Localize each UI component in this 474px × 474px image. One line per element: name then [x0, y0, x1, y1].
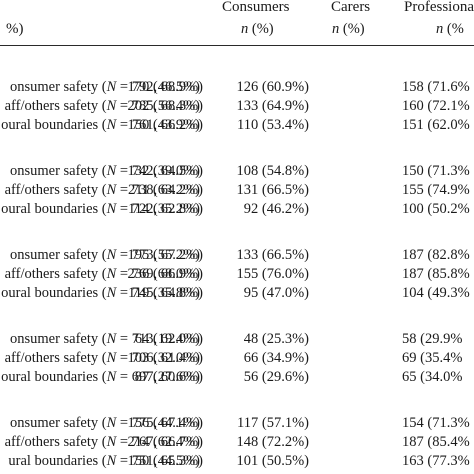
- cell-consumers: 170 (46.5%): [127, 79, 201, 95]
- row-label: aff/others safety (N = 769, 66.9%): [4, 266, 203, 282]
- col-carers-sub-n: n: [332, 21, 340, 37]
- col-carers-title: Carers: [331, 0, 371, 15]
- cell-consumers: 150 (44.5%): [127, 453, 201, 469]
- col-professionals-sub-pct: (%: [446, 21, 464, 37]
- cell-carers: 133 (66.5%): [236, 247, 310, 263]
- col-carers-sub: n (%): [332, 20, 365, 38]
- cell-carers: 155 (76.0%): [236, 266, 310, 282]
- n-symbol: N: [106, 163, 117, 179]
- cell-consumers: 214 (62.4%): [127, 434, 201, 450]
- row-label: aff/others safety (N = 706, 61.4%): [4, 350, 203, 366]
- col-consumers-sub: n (%): [241, 20, 274, 38]
- row-label: aff/others safety (N = 785, 68.3%): [4, 98, 203, 114]
- col-carers-sub-pct: (%): [342, 21, 365, 37]
- cell-carers: 101 (50.5%): [236, 453, 310, 469]
- cell-professionals: 65 (34.0%: [402, 369, 463, 385]
- cell-consumers: 156 (44.1%): [127, 415, 201, 431]
- cell-carers: 117 (57.1%): [237, 415, 309, 431]
- cell-consumers: 150 (43.9%): [127, 117, 201, 133]
- cell-carers: 56 (29.6%): [243, 369, 309, 385]
- n-symbol: N: [106, 266, 117, 282]
- col-professionals-sub-n: n: [436, 21, 444, 37]
- n-symbol: N: [106, 434, 117, 450]
- row-label: aff/others safety (N = 738, 64.2%): [4, 182, 203, 198]
- n-symbol: N: [106, 79, 117, 95]
- cell-carers: 133 (64.9%): [236, 98, 310, 114]
- col-consumers-title: Consumers: [222, 0, 290, 15]
- cell-professionals: 100 (50.2%: [402, 201, 470, 217]
- col-professionals-sub: n (%: [436, 20, 464, 38]
- cell-professionals: 104 (49.3%: [402, 285, 470, 301]
- n-symbol: N: [106, 453, 117, 469]
- row-label: ural boundaries (N = 751, 65.3%): [8, 453, 203, 469]
- cell-carers: 148 (72.2%): [236, 434, 310, 450]
- cell-professionals: 155 (74.9%: [402, 182, 470, 198]
- cell-professionals: 187 (85.8%: [402, 266, 470, 282]
- n-symbol: N: [106, 415, 117, 431]
- n-symbol: N: [106, 350, 117, 366]
- row-label: oural boundaries (N = 761, 66.2%): [1, 117, 203, 133]
- cell-carers: 131 (66.5%): [236, 182, 310, 198]
- row-label: oural boundaries (N = 745, 64.8%): [1, 285, 203, 301]
- cell-carers: 126 (60.9%): [236, 79, 310, 95]
- cell-carers: 66 (34.9%): [243, 350, 309, 366]
- n-symbol: N: [106, 201, 117, 217]
- cell-professionals: 58 (29.9%: [402, 331, 463, 347]
- cell-carers: 92 (46.2%): [243, 201, 309, 217]
- cell-professionals: 163 (77.3%: [402, 453, 470, 469]
- row-label: oural boundaries (N = 722, 62.8%): [1, 201, 203, 217]
- cell-consumers: 64 (19.4%): [134, 331, 200, 347]
- row-label: onsumer safety (N = 792, 68.9%): [9, 79, 203, 95]
- cell-professionals: 151 (62.0%: [402, 117, 470, 133]
- cell-consumers: 202 (56.4%): [127, 98, 201, 114]
- col0-unit-label: %): [6, 21, 24, 37]
- cell-professionals: 150 (71.3%: [402, 163, 470, 179]
- cell-consumers: 119 (35.8%): [128, 285, 200, 301]
- n-symbol: N: [106, 285, 117, 301]
- n-symbol: N: [106, 98, 117, 114]
- cell-consumers: 114 (35.2%): [128, 201, 200, 217]
- row-label: oural boundaries (N = 697, 60.6%): [1, 369, 203, 385]
- cell-professionals: 187 (85.4%: [402, 434, 470, 450]
- n-symbol: N: [106, 331, 117, 347]
- row-label: onsumer safety (N = 775, 67.4%): [9, 415, 203, 431]
- cell-professionals: 69 (35.4%: [402, 350, 463, 366]
- row-label: aff/others safety (N = 767, 66.7%): [4, 434, 203, 450]
- n-symbol: N: [106, 247, 117, 263]
- n-symbol: N: [106, 117, 117, 133]
- cell-consumers: 87 (27.6%): [134, 369, 200, 385]
- row-label: onsumer safety (N = 773, 67.2%): [9, 247, 203, 263]
- n-symbol: N: [106, 182, 117, 198]
- header-rule: [0, 45, 474, 46]
- col-consumers-sub-pct: (%): [251, 21, 274, 37]
- cell-professionals: 160 (72.1%: [402, 98, 470, 114]
- cell-professionals: 154 (71.3%: [402, 415, 470, 431]
- cell-consumers: 195 (55.2%): [127, 247, 201, 263]
- cell-carers: 95 (47.0%): [243, 285, 309, 301]
- cell-consumers: 132 (39.0%): [127, 163, 201, 179]
- cell-carers: 48 (25.3%): [243, 331, 309, 347]
- cell-consumers: 103 (32.0%): [127, 350, 201, 366]
- row-label: onsumer safety (N = 713, 62.0%): [9, 331, 203, 347]
- row-label: onsumer safety (N = 742, 64.5%): [9, 163, 203, 179]
- cell-consumers: 236 (68.0%): [127, 266, 201, 282]
- cell-consumers: 211 (63.2%): [128, 182, 200, 198]
- cell-carers: 110 (53.4%): [237, 117, 309, 133]
- n-symbol: N: [106, 369, 117, 385]
- cell-carers: 108 (54.8%): [236, 163, 310, 179]
- cell-professionals: 158 (71.6%: [402, 79, 470, 95]
- col-consumers-sub-n: n: [241, 21, 249, 37]
- cell-professionals: 187 (82.8%: [402, 247, 470, 263]
- col-professionals-title: Professiona: [404, 0, 474, 15]
